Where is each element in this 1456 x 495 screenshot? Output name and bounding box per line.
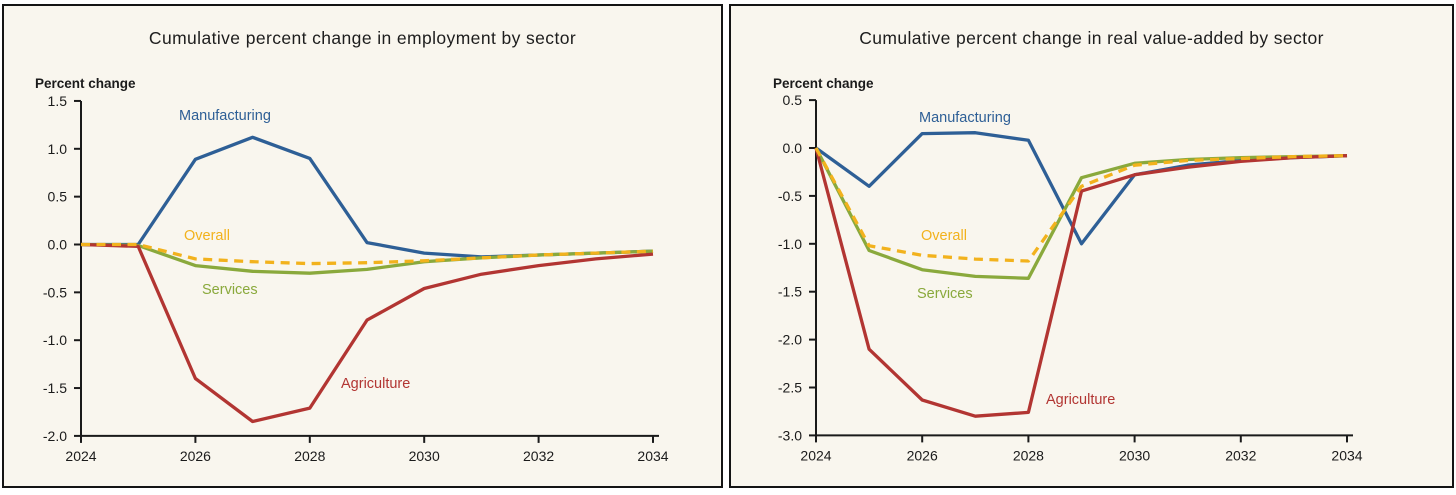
value-added-overall-line-label: Overall — [921, 228, 967, 244]
x-tick-label: 2034 — [637, 448, 668, 464]
y-tick-label: -0.5 — [778, 188, 802, 204]
x-tick-label: 2024 — [65, 448, 96, 464]
line-series-services — [80, 242, 654, 275]
x-tick-label: 2024 — [800, 447, 831, 463]
y-tick-label: -2.5 — [778, 380, 802, 396]
x-tick-label: 2028 — [294, 448, 325, 464]
y-tick-label: -2.0 — [778, 332, 802, 348]
x-tick-label: 2030 — [1119, 447, 1150, 463]
value-added-chart-canvas: 0.5 0.0 -0.5 -1.0 -1.5 -2.0 -2.5 -3.0 2024 2026 20… — [778, 92, 1363, 463]
y-tick-label: -0.5 — [43, 284, 67, 300]
line-series-services — [814, 147, 1348, 280]
x-tick-label: 2032 — [523, 448, 554, 464]
line-series-overall — [814, 147, 1348, 263]
y-tick-label: 1.5 — [48, 93, 68, 109]
employment-services-line-label: Services — [202, 282, 258, 298]
line-series-agriculture — [80, 242, 654, 424]
employment-y-axis-unit-label: Percent change — [35, 76, 136, 91]
y-tick-label: 0.0 — [48, 237, 68, 253]
x-tick-label: 2034 — [1331, 447, 1362, 463]
employment-chart-title: Cumulative percent change in employment … — [148, 28, 577, 48]
x-tick-label: 2026 — [907, 447, 938, 463]
employment-chart-canvas: 1.5 1.0 0.5 0.0 -0.5 -1.0 -1.5 -2.0 2024 2026 2028… — [43, 93, 669, 464]
line-series-manufacturing — [81, 135, 654, 259]
y-tick-label: -1.0 — [43, 332, 67, 348]
y-tick-label: 0.5 — [783, 92, 803, 108]
y-tick-label: -1.0 — [778, 236, 802, 252]
y-tick-label: 1.0 — [48, 141, 68, 157]
x-tick-label: 2028 — [1013, 447, 1044, 463]
line-series-overall — [81, 242, 654, 266]
y-tick-label: -1.5 — [778, 284, 802, 300]
value-added-manufacturing-line-label: Manufacturing — [919, 110, 1011, 126]
value-added-services-line-label: Services — [917, 286, 973, 302]
value-added-chart-title: Cumulative percent change in real value-… — [859, 28, 1324, 48]
y-tick-label: 0.5 — [48, 189, 68, 205]
employment-manufacturing-line-label: Manufacturing — [179, 108, 271, 124]
employment-overall-line-label: Overall — [184, 228, 230, 244]
y-tick-label: 0.0 — [783, 140, 803, 156]
y-tick-label: -3.0 — [778, 427, 802, 443]
employment-chart-panel: Cumulative percent change in employment … — [2, 4, 723, 488]
y-tick-label: -2.0 — [43, 428, 67, 444]
value-added-y-axis-unit-label: Percent change — [773, 76, 874, 91]
x-tick-label: 2030 — [409, 448, 440, 464]
x-tick-label: 2026 — [180, 448, 211, 464]
line-series-agriculture — [814, 147, 1348, 418]
y-tick-label: -1.5 — [43, 380, 67, 396]
x-tick-label: 2032 — [1225, 447, 1256, 463]
value-added-chart-panel: Cumulative percent change in real value-… — [729, 4, 1454, 488]
value-added-agriculture-line-label: Agriculture — [1046, 392, 1116, 408]
employment-agriculture-line-label: Agriculture — [341, 376, 411, 392]
